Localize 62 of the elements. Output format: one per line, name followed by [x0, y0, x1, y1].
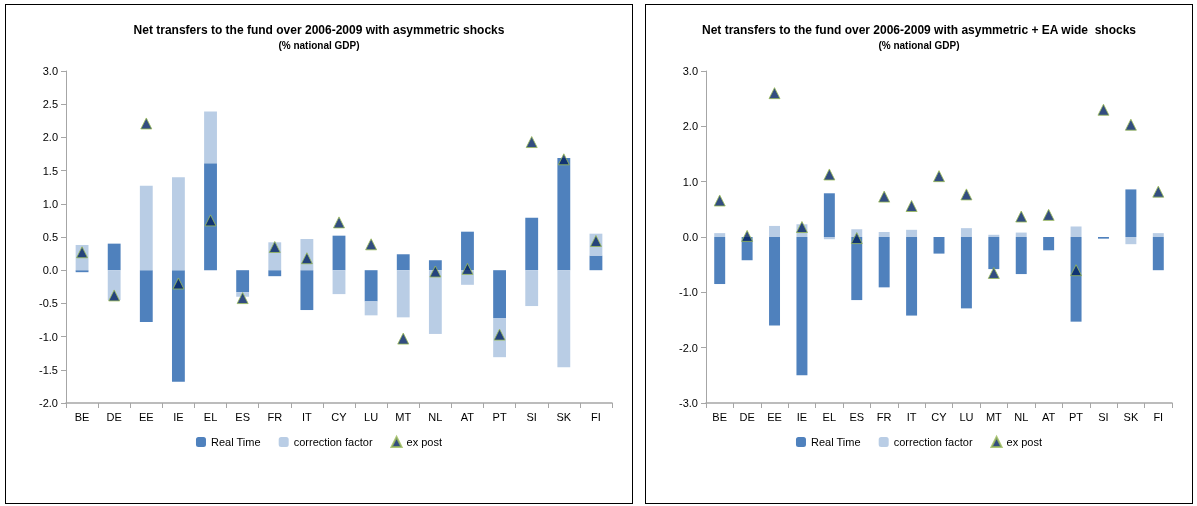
x-tick-label: FI — [591, 410, 601, 423]
x-tick-label: IT — [906, 410, 917, 423]
x-tick-label: DE — [739, 410, 755, 423]
y-tick-label: 1.5 — [42, 164, 58, 177]
legend-label: ex post — [1006, 436, 1043, 448]
y-tick-label: 1.0 — [682, 175, 698, 188]
chart-subtitle: (% national GDP) — [878, 39, 960, 51]
x-tick-label: CY — [331, 410, 348, 423]
y-tick-label: 3.0 — [682, 65, 698, 77]
x-tick-label: EL — [203, 410, 218, 423]
x-tick-label: ES — [849, 410, 865, 423]
x-tick-label: IE — [173, 410, 184, 423]
legend-label: Real Time — [810, 436, 861, 448]
x-tick-label: LU — [959, 410, 974, 423]
chart-title: Net transfers to the fund over 2006-2009 with asymmetric + EA wide shocks — [701, 23, 1137, 37]
y-tick-label: 3.0 — [42, 65, 58, 77]
x-tick-label: FR — [267, 410, 283, 423]
y-tick-label: -2.0 — [39, 397, 58, 409]
y-tick-label: 0.0 — [42, 264, 58, 277]
x-tick-label: FR — [876, 410, 892, 423]
y-tick-label: -1.5 — [39, 363, 58, 376]
x-tick-label: AT — [460, 410, 475, 423]
x-tick-label: SK — [556, 410, 572, 423]
y-tick-label: 2.0 — [682, 120, 698, 133]
x-tick-label: NL — [1014, 410, 1029, 423]
x-tick-label: MT — [985, 410, 1003, 423]
x-tick-label: EL — [822, 410, 837, 423]
y-tick-label: -0.5 — [39, 297, 58, 310]
y-tick-label: -2.0 — [679, 341, 698, 354]
x-tick-label: MT — [395, 410, 412, 423]
x-tick-label: AT — [1042, 410, 1056, 423]
y-tick-label: 0.0 — [682, 231, 698, 243]
y-tick-label: -3.0 — [679, 397, 698, 409]
x-tick-label: EE — [138, 410, 154, 423]
x-tick-label: IT — [301, 410, 313, 423]
x-tick-label: DE — [106, 410, 122, 423]
x-tick-label: SI — [526, 410, 537, 423]
y-tick-label: -1.0 — [679, 286, 698, 299]
x-tick-label: EE — [767, 410, 782, 423]
x-tick-label: SI — [1098, 410, 1109, 423]
legend-label: ex post — [406, 436, 443, 448]
chart-subtitle: (% national GDP) — [278, 39, 360, 51]
x-tick-label: ES — [235, 410, 250, 423]
y-tick-label: 1.0 — [42, 197, 58, 210]
x-tick-label: PT — [1069, 410, 1084, 423]
x-tick-label: IE — [796, 410, 808, 423]
legend-label: correction factor — [893, 436, 973, 448]
x-tick-label: BE — [712, 410, 728, 423]
legend-label: Real Time — [210, 436, 261, 448]
x-tick-label: NL — [428, 410, 443, 423]
x-tick-label: LU — [364, 410, 379, 423]
x-tick-label: FI — [1153, 410, 1164, 423]
legend-label: correction factor — [293, 436, 373, 448]
y-tick-label: -1.0 — [39, 330, 58, 343]
chart-title: Net transfers to the fund over 2006-2009 with asymmetric shocks — [133, 23, 505, 37]
y-tick-label: 0.5 — [42, 231, 58, 243]
y-tick-label: 2.5 — [42, 98, 58, 111]
x-tick-label: BE — [74, 410, 90, 423]
x-tick-label: SK — [1123, 410, 1139, 423]
y-tick-label: 2.0 — [42, 131, 58, 144]
x-tick-label: CY — [931, 410, 948, 423]
x-tick-label: PT — [492, 410, 507, 423]
